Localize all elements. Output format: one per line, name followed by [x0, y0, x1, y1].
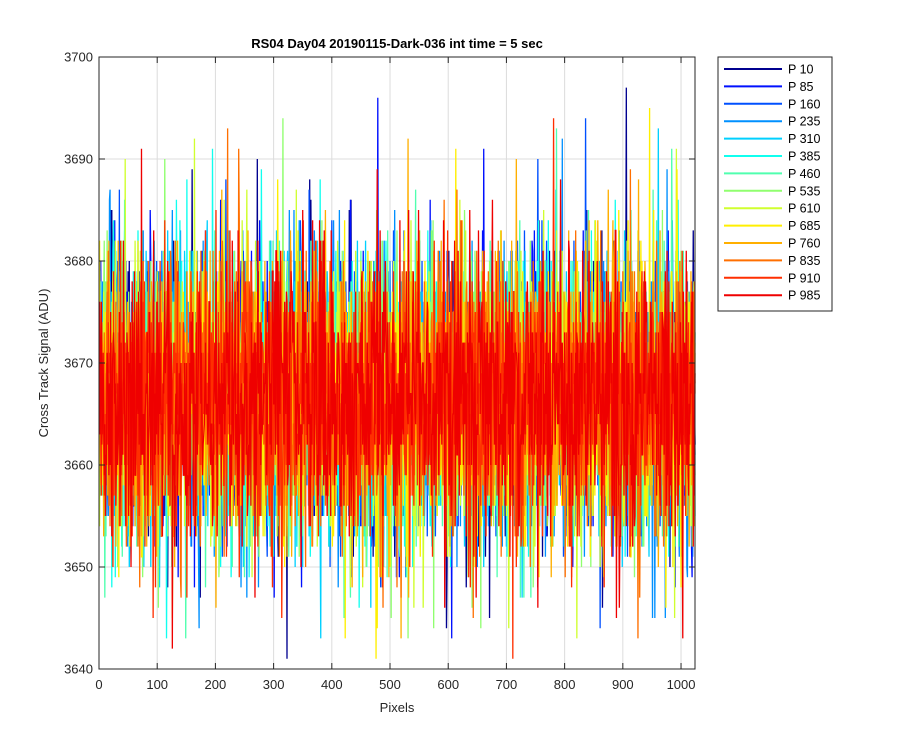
y-tick-label: 3700	[64, 50, 93, 65]
x-tick-label: 100	[146, 677, 168, 692]
y-tick-label: 3670	[64, 356, 93, 371]
legend-label: P 160	[788, 97, 820, 111]
legend-item[interactable]: P 760	[724, 237, 820, 251]
x-tick-labels: 0 100 200 300 400 500 600 700 800 900 1000	[95, 677, 695, 692]
legend-label: P 235	[788, 115, 820, 129]
chart-title: RS04 Day04 20190115-Dark-036 int time = …	[251, 36, 543, 51]
y-tick-label: 3680	[64, 254, 93, 269]
legend-label: P 910	[788, 271, 820, 285]
legend-item[interactable]: P 835	[724, 254, 820, 268]
legend-item[interactable]: P 685	[724, 219, 820, 233]
legend-item[interactable]: P 160	[724, 97, 820, 111]
legend-label: P 610	[788, 202, 820, 216]
legend-label: P 535	[788, 184, 820, 198]
legend-label: P 460	[788, 167, 820, 181]
legend-item[interactable]: P 10	[724, 63, 814, 77]
axis-ticks	[98, 56, 695, 670]
x-tick-label: 600	[437, 677, 459, 692]
legend-label: P 85	[788, 80, 814, 94]
legend-item[interactable]: P 235	[724, 115, 820, 129]
x-tick-label: 800	[554, 677, 576, 692]
legend-label: P 10	[788, 63, 814, 77]
y-tick-labels: 3640 3650 3660 3670 3680 3690 3700	[64, 50, 93, 677]
legend-item[interactable]: P 535	[724, 184, 820, 198]
legend-label: P 985	[788, 289, 820, 303]
x-axis-label: Pixels	[380, 700, 415, 715]
legend-items: P 10 P 85 P 160 P 235 P 310 P 385 P 460 P 535 P …	[724, 63, 820, 303]
legend-label: P 310	[788, 132, 820, 146]
legend-item[interactable]: P 85	[724, 80, 814, 94]
legend-item[interactable]: P 985	[724, 289, 820, 303]
y-axis-label: Cross Track Signal (ADU)	[36, 289, 51, 438]
x-tick-label: 500	[379, 677, 401, 692]
y-tick-label: 3690	[64, 152, 93, 167]
legend-box	[717, 56, 833, 312]
legend-label: P 385	[788, 150, 820, 164]
series-line-p-985[interactable]	[98, 148, 696, 649]
x-tick-label: 900	[612, 677, 634, 692]
x-tick-label: 1000	[667, 677, 696, 692]
legend-label: P 685	[788, 219, 820, 233]
legend-item[interactable]: P 385	[724, 150, 820, 164]
x-tick-label: 700	[496, 677, 518, 692]
x-tick-label: 400	[321, 677, 343, 692]
y-tick-label: 3650	[64, 560, 93, 575]
series-lines	[98, 87, 696, 659]
y-tick-label: 3640	[64, 662, 93, 677]
legend-item[interactable]: P 610	[724, 202, 820, 216]
x-tick-label: 0	[95, 677, 102, 692]
y-tick-label: 3660	[64, 458, 93, 473]
legend-label: P 760	[788, 237, 820, 251]
legend-item[interactable]: P 910	[724, 271, 820, 285]
legend-item[interactable]: P 460	[724, 167, 820, 181]
legend-item[interactable]: P 310	[724, 132, 820, 146]
x-tick-label: 300	[263, 677, 285, 692]
legend-label: P 835	[788, 254, 820, 268]
x-tick-label: 200	[205, 677, 227, 692]
legend[interactable]: P 10 P 85 P 160 P 235 P 310 P 385 P 460 P 535 P …	[717, 56, 833, 312]
